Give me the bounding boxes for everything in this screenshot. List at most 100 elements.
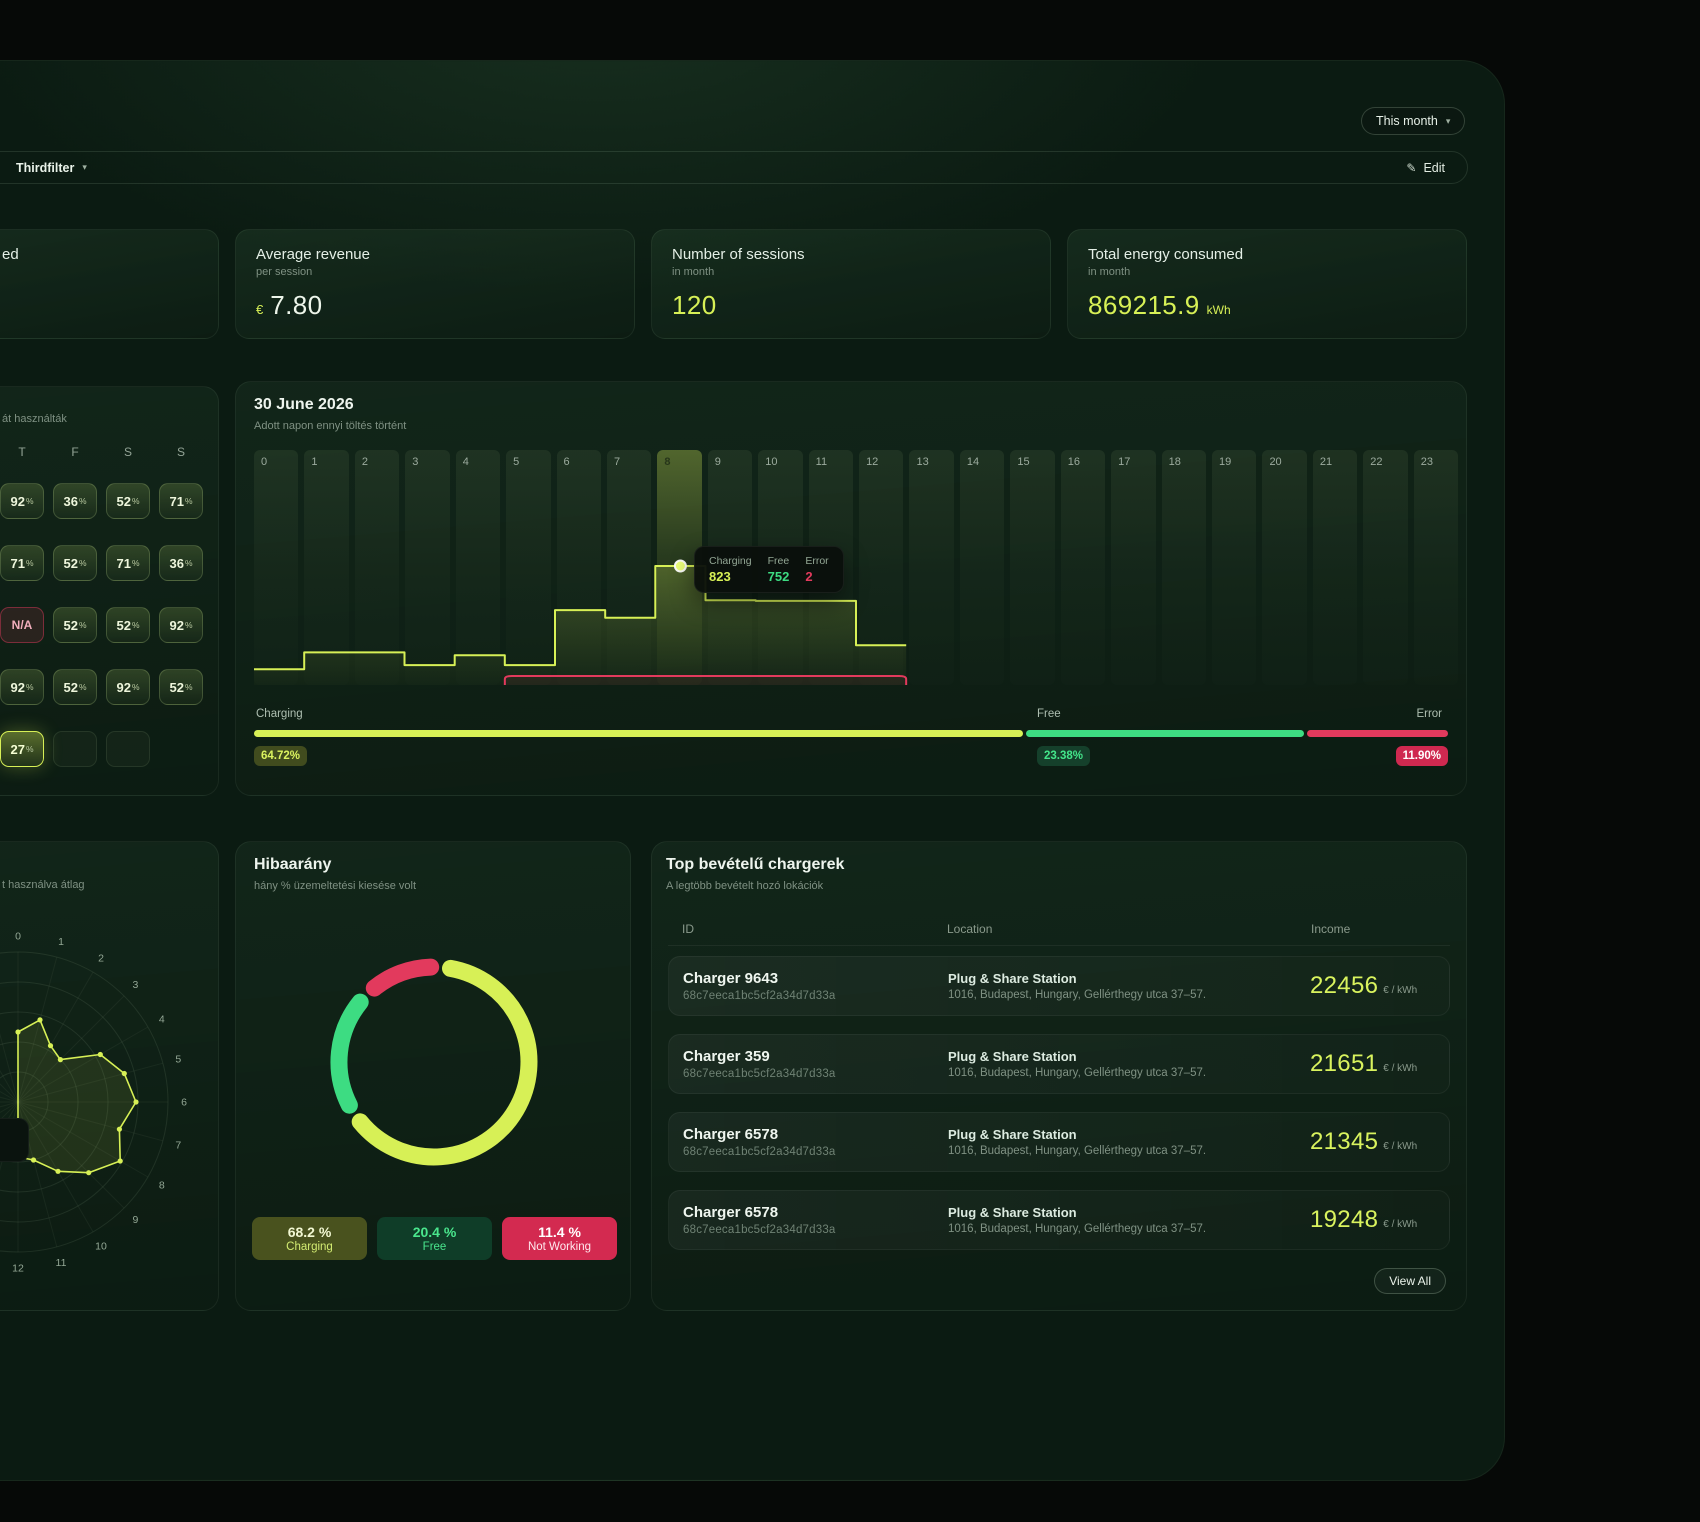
usage-cell[interactable]: 71% xyxy=(106,545,150,581)
hour-column[interactable]: 12 xyxy=(859,450,904,685)
usage-cell-value: 71 xyxy=(10,555,25,571)
charger-location-cell: Plug & Share Station 1016, Budapest, Hung… xyxy=(948,1205,1310,1235)
hour-column[interactable]: 13 xyxy=(909,450,954,685)
day-header: F xyxy=(71,445,79,459)
stat-subtitle: per session xyxy=(256,266,313,278)
top-chargers-panel: Top bevételű chargerek A legtöbb bevétel… xyxy=(651,841,1467,1311)
location-address: 1016, Budapest, Hungary, Gellérthegy utc… xyxy=(948,1067,1207,1079)
hour-column[interactable]: 16 xyxy=(1060,450,1106,685)
badge-label: Charging xyxy=(286,1241,333,1253)
stat-card-energy: Total energy consumed in month 869215.9 … xyxy=(1067,229,1467,339)
percent-sign: % xyxy=(184,682,193,692)
usage-cell[interactable]: 52% xyxy=(106,607,150,643)
usage-cell[interactable]: 92% xyxy=(0,669,44,705)
day-header: T xyxy=(18,445,26,459)
usage-cell[interactable]: 71% xyxy=(0,545,44,581)
usage-cell[interactable]: 52% xyxy=(159,669,203,705)
table-row[interactable]: Charger 9643 68c7eeca1bc5cf2a34d7d33a Plug… xyxy=(668,956,1450,1016)
usage-cell[interactable]: 71% xyxy=(159,483,203,519)
badge-value: 68.2 % xyxy=(287,1224,332,1240)
stat-title: Total energy consumed xyxy=(1088,246,1244,263)
hour-column[interactable]: 3 xyxy=(405,450,450,685)
income-unit: € / kWh xyxy=(1383,985,1418,996)
tooltip-free-value: 752 xyxy=(767,569,790,584)
period-selector-button[interactable]: This month ▾ xyxy=(1361,107,1466,135)
bar-segment-charging xyxy=(254,730,1023,737)
usage-cell-value: 36 xyxy=(169,555,184,571)
hour-column[interactable]: 19 xyxy=(1212,450,1257,685)
svg-text:8: 8 xyxy=(159,1180,165,1192)
edit-button[interactable]: ✎ Edit xyxy=(1406,161,1445,175)
usage-cell-value: 52 xyxy=(63,617,78,633)
percent-sign: % xyxy=(78,558,87,568)
hour-column[interactable]: 20 xyxy=(1262,450,1307,685)
svg-text:10: 10 xyxy=(95,1240,107,1252)
table-row[interactable]: Charger 359 68c7eeca1bc5cf2a34d7d33a Plug … xyxy=(668,1034,1450,1094)
usage-cell[interactable]: 52% xyxy=(53,607,97,643)
percent-sign: % xyxy=(25,744,34,754)
stat-card-cut: ed xyxy=(0,229,219,339)
hour-column[interactable]: 6 xyxy=(556,450,601,685)
usage-cell[interactable]: 27% xyxy=(0,731,44,767)
hour-column[interactable]: 1 xyxy=(304,450,349,685)
column-header-id: ID xyxy=(682,922,694,936)
edit-label: Edit xyxy=(1423,160,1445,175)
charger-id: Charger 359 xyxy=(683,1048,770,1065)
usage-cell-value: 52 xyxy=(169,679,184,695)
filter-dropdown[interactable]: Thirdfilter ▾ xyxy=(16,161,87,175)
usage-cell-value: 27 xyxy=(10,741,25,757)
hour-label: 9 xyxy=(714,456,721,468)
panel-title: 30 June 2026 xyxy=(254,396,354,413)
hour-column[interactable]: 5 xyxy=(506,450,551,685)
income-value: 21651 xyxy=(1310,1050,1379,1077)
usage-cell[interactable]: N/A xyxy=(0,607,44,643)
usage-cell[interactable]: 52% xyxy=(53,545,97,581)
hour-column[interactable]: 0 xyxy=(254,450,299,685)
hour-column[interactable]: 21 xyxy=(1312,450,1358,685)
hour-label: 21 xyxy=(1319,456,1333,468)
hour-label: 12 xyxy=(866,456,879,468)
usage-cell[interactable]: 92% xyxy=(106,669,150,705)
hour-column[interactable]: 4 xyxy=(455,450,501,685)
usage-cell[interactable]: 92% xyxy=(0,483,44,519)
table-row[interactable]: Charger 6578 68c7eeca1bc5cf2a34d7d33a Plug… xyxy=(668,1112,1450,1172)
hour-column[interactable]: 14 xyxy=(959,450,1005,685)
table-row[interactable]: Charger 6578 68c7eeca1bc5cf2a34d7d33a Plug… xyxy=(668,1190,1450,1250)
usage-subtitle: át használták xyxy=(2,413,67,425)
hour-column[interactable]: 17 xyxy=(1111,450,1156,685)
percent-sign: % xyxy=(78,620,87,630)
income-unit: € / kWh xyxy=(1383,1219,1418,1230)
stat-title: ed xyxy=(2,246,19,263)
tooltip-charging-value: 823 xyxy=(709,569,731,584)
hour-column[interactable]: 2 xyxy=(354,450,400,685)
usage-cell[interactable]: 36% xyxy=(53,483,97,519)
hour-column[interactable]: 18 xyxy=(1161,450,1207,685)
charger-income-cell: 22456 € / kWh xyxy=(1310,972,1435,1000)
hour-grid: 0 1 2 3 4 5 6 7 8 9 10 11 12 13 14 15 16 17 18 19 20 21 22 23 C… xyxy=(254,450,1459,685)
hour-column[interactable]: 23 xyxy=(1413,450,1459,685)
error-percent-badge: 11.90% xyxy=(1395,746,1448,766)
svg-text:5: 5 xyxy=(175,1054,181,1066)
view-all-button[interactable]: View All xyxy=(1374,1268,1446,1294)
svg-text:3: 3 xyxy=(132,979,138,991)
stat-value-row: 869215.9 kWh xyxy=(1088,290,1446,321)
hour-label: 1 xyxy=(311,456,318,468)
usage-cell[interactable]: 92% xyxy=(159,607,203,643)
hour-column[interactable]: 7 xyxy=(606,450,652,685)
hour-column[interactable]: 22 xyxy=(1363,450,1408,685)
panel-subtitle: A legtöbb bevételt hozó lokációk xyxy=(666,880,824,892)
stat-value: 869215.9 xyxy=(1088,290,1200,320)
svg-text:1: 1 xyxy=(58,936,64,948)
usage-cell-value: 92 xyxy=(169,617,184,633)
usage-cell[interactable]: 52% xyxy=(106,483,150,519)
hour-label: 3 xyxy=(412,456,419,468)
bar-segment-free xyxy=(1025,730,1304,737)
percent-sign: % xyxy=(184,620,193,630)
free-percent-badge: 23.38% xyxy=(1037,746,1091,766)
hour-column[interactable]: 15 xyxy=(1010,450,1055,685)
svg-text:6: 6 xyxy=(181,1097,187,1109)
usage-cell[interactable]: 36% xyxy=(159,545,203,581)
stat-value-row: 120 xyxy=(672,290,1030,321)
usage-cell[interactable]: 52% xyxy=(53,669,97,705)
svg-text:12: 12 xyxy=(12,1263,24,1275)
